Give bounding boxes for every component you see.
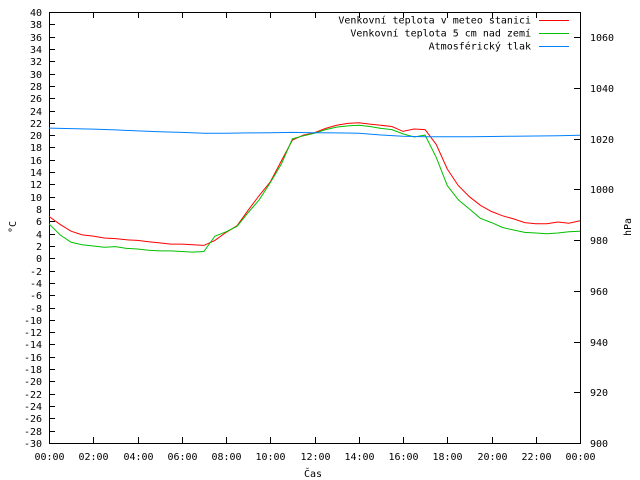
- y-tick-label: -8: [30, 304, 42, 315]
- y-tick-label: -2: [30, 267, 42, 278]
- y-tick-label: 38: [30, 20, 42, 31]
- x-tick-label: 00:00: [565, 452, 595, 463]
- x-axis: 00:00 02:00 04:00 06:00 08:00 10:00 12:00 14:00…: [34, 12, 596, 463]
- ground-temperature-line: [48, 124, 581, 253]
- x-tick-label: 20:00: [477, 452, 507, 463]
- y-tick-label: 0: [36, 254, 42, 265]
- y-tick-label: 34: [30, 45, 42, 56]
- y-tick-label: 8: [36, 205, 42, 216]
- y-tick-label: -28: [24, 427, 42, 438]
- y-tick-label: 24: [30, 107, 42, 118]
- plot-area: [49, 12, 581, 444]
- y-tick-label: -4: [30, 279, 42, 290]
- x-tick-label: 06:00: [167, 452, 197, 463]
- pressure-line: [48, 127, 581, 138]
- y-tick-label: 2: [36, 242, 42, 253]
- y-tick-label: 32: [30, 57, 42, 68]
- y2-tick-label: 920: [590, 388, 608, 399]
- x-tick-label: 00:00: [34, 452, 64, 463]
- y-tick-label: 18: [30, 143, 42, 154]
- y2-tick-label: 980: [590, 236, 608, 247]
- y2-tick-label: 1040: [590, 84, 614, 95]
- y-tick-label: 36: [30, 33, 42, 44]
- y-tick-label: 28: [30, 82, 42, 93]
- legend-label: Venkovní teplota v meteo stanici: [338, 15, 531, 27]
- y-tick-label: -16: [24, 353, 42, 364]
- y-tick-label: 40: [30, 8, 42, 19]
- x-axis-title: Čas: [304, 467, 322, 480]
- legend: Venkovní teplota v meteo staniciVenkovní…: [338, 15, 569, 53]
- y-tick-label: 12: [30, 180, 42, 191]
- y-tick-label: 26: [30, 94, 42, 105]
- x-tick-label: 18:00: [432, 452, 462, 463]
- y-tick-label: 16: [30, 156, 42, 167]
- x-tick-label: 14:00: [344, 452, 374, 463]
- x-tick-label: 08:00: [211, 452, 241, 463]
- y2-tick-label: 1000: [590, 185, 614, 196]
- y2-tick-label: 960: [590, 287, 608, 298]
- y-tick-label: -30: [24, 439, 42, 450]
- y-axis-right: 900 920 940 960 980 1000 1020 1040 1060: [574, 33, 614, 450]
- legend-label: Atmosférický tlak: [429, 41, 531, 53]
- plot-frame: [49, 12, 581, 444]
- y-tick-label: 14: [30, 168, 42, 179]
- y-tick-label: -14: [24, 340, 42, 351]
- y-tick-label: -26: [24, 414, 42, 425]
- y-tick-label: 4: [36, 230, 42, 241]
- y-tick-label: -22: [24, 390, 42, 401]
- y-tick-label: -18: [24, 365, 42, 376]
- y2-tick-label: 1020: [590, 135, 614, 146]
- y2-tick-label: 900: [590, 439, 608, 450]
- y-tick-label: 30: [30, 70, 42, 81]
- y2-tick-label: 1060: [590, 33, 614, 44]
- y-tick-label: 20: [30, 131, 42, 142]
- y-tick-label: -6: [30, 291, 42, 302]
- x-tick-label: 22:00: [521, 452, 551, 463]
- y-tick-label: -10: [24, 316, 42, 327]
- legend-label: Venkovní teplota 5 cm nad zemí: [350, 28, 531, 40]
- y-tick-label: 22: [30, 119, 42, 130]
- y2-axis-title: hPa: [623, 218, 634, 236]
- y-tick-label: -20: [24, 377, 42, 388]
- series-layer: [48, 122, 581, 253]
- y-tick-label: 10: [30, 193, 42, 204]
- y-tick-label: -12: [24, 328, 42, 339]
- y-axis-title: °C: [8, 221, 19, 233]
- y-axis-left: -30-28-26-24-22-20-18-16-14-12-10-8-6-4-…: [24, 8, 55, 450]
- x-tick-label: 12:00: [300, 452, 330, 463]
- y2-tick-label: 940: [590, 338, 608, 349]
- x-tick-label: 04:00: [123, 452, 153, 463]
- x-tick-label: 10:00: [255, 452, 285, 463]
- y-tick-label: 6: [36, 217, 42, 228]
- x-tick-label: 02:00: [78, 452, 108, 463]
- x-tick-label: 16:00: [388, 452, 418, 463]
- y-tick-label: -24: [24, 402, 42, 413]
